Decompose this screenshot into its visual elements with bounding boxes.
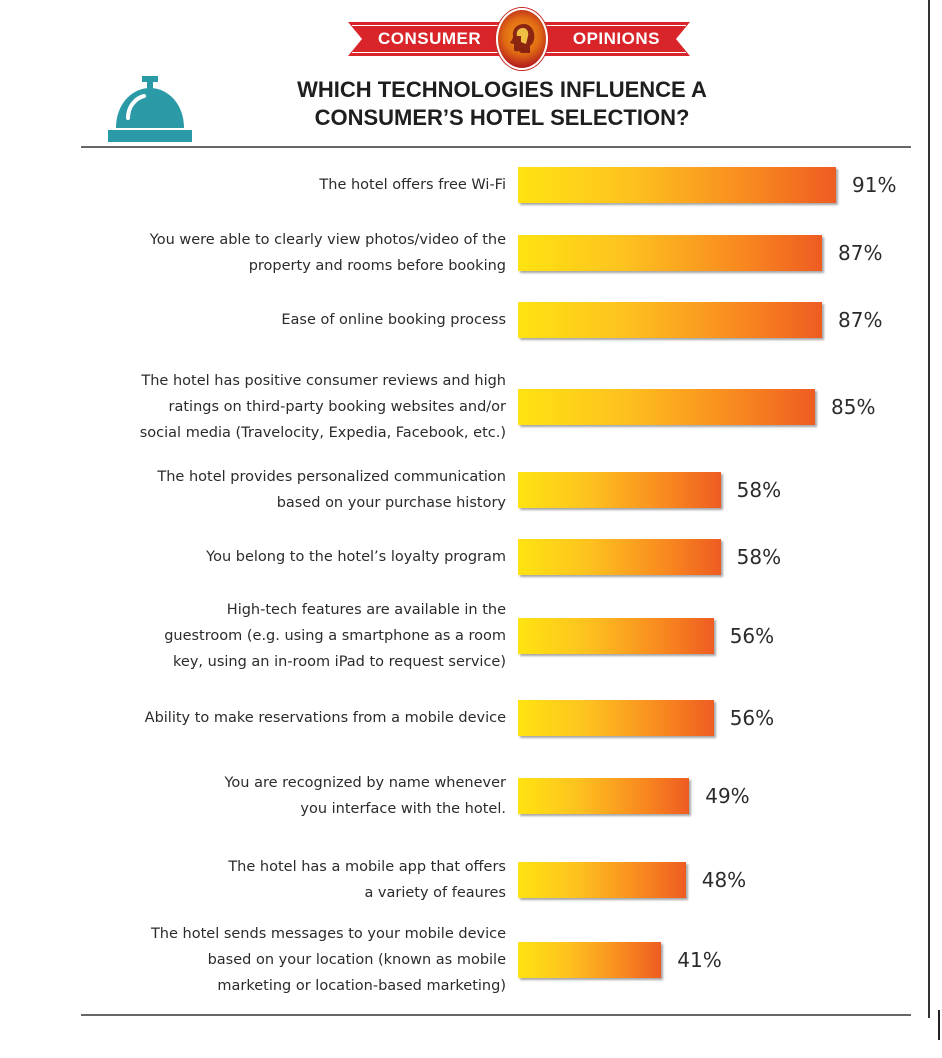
value-label: 87%	[838, 241, 883, 265]
banner-left-ribbon: CONSUMER	[348, 22, 504, 56]
category-label-line: Ease of online booking process	[281, 312, 506, 328]
bar	[518, 700, 714, 736]
bar	[518, 167, 836, 203]
value-label: 48%	[701, 868, 747, 892]
category-label-line: based on your purchase history	[276, 495, 506, 511]
service-bell-icon	[108, 76, 192, 142]
category-label: You belong to the hotel’s loyalty progra…	[206, 544, 506, 570]
category-label-line: Ability to make reservations from a mobi…	[144, 710, 506, 726]
bar	[518, 539, 721, 575]
category-label: The hotel sends messages to your mobile …	[151, 921, 506, 999]
category-label: High-tech features are available in the g…	[164, 597, 506, 675]
corner-tick	[938, 1010, 940, 1040]
category-label-line: marketing or location-based marketing)	[217, 978, 506, 994]
value-label: 41%	[677, 948, 722, 972]
bottom-divider	[81, 1014, 911, 1016]
category-label: You are recognized by name whenever you i…	[224, 770, 506, 822]
category-label: The hotel offers free Wi-Fi	[319, 172, 506, 198]
right-border-rule	[928, 0, 930, 1018]
bar	[518, 862, 686, 898]
chart-title: WHICH TECHNOLOGIES INFLUENCE A CONSUMER’…	[200, 76, 804, 132]
bar	[518, 618, 714, 654]
category-label: Ability to make reservations from a mobi…	[145, 705, 506, 731]
category-label-line: a variety of feaures	[364, 885, 506, 901]
category-label-line: You are recognized by name whenever	[224, 775, 506, 791]
category-label: The hotel has a mobile app that offers a …	[228, 854, 506, 906]
value-label: 58%	[736, 545, 782, 569]
category-label-line: You belong to the hotel’s loyalty progra…	[206, 549, 506, 565]
category-label-line: key, using an in-room iPad to request se…	[173, 654, 506, 670]
category-label-line: property and rooms before booking	[248, 258, 506, 274]
value-label: 56%	[729, 706, 775, 730]
category-label: Ease of online booking process	[281, 307, 506, 333]
value-label: 58%	[736, 478, 782, 502]
category-label-line: social media (Travelocity, Expedia, Face…	[139, 425, 506, 441]
consumer-head-icon	[496, 8, 548, 70]
value-label: 56%	[729, 624, 775, 648]
category-label-line: based on your location (known as mobile	[207, 952, 506, 968]
bar	[518, 942, 662, 978]
category-label: The hotel has positive consumer reviews …	[140, 368, 506, 446]
value-label: 49%	[705, 784, 750, 808]
category-label-line: The hotel has positive consumer reviews …	[141, 373, 506, 389]
bar	[518, 302, 823, 338]
category-label-line: High-tech features are available in the	[226, 602, 506, 618]
category-label: You were able to clearly view photos/vid…	[150, 227, 506, 279]
category-label: The hotel provides personalized communic…	[157, 464, 506, 516]
value-label: 91%	[852, 173, 897, 197]
chart-title-line: WHICH TECHNOLOGIES INFLUENCE A	[297, 77, 707, 102]
category-label-line: The hotel sends messages to your mobile …	[150, 926, 506, 942]
category-label-line: The hotel provides personalized communic…	[157, 469, 506, 485]
category-label-line: you interface with the hotel.	[300, 801, 506, 817]
bar	[518, 235, 823, 271]
category-label-line: The hotel offers free Wi-Fi	[319, 177, 506, 193]
bar	[518, 472, 721, 508]
category-label-line: guestroom (e.g. using a smartphone as a …	[164, 628, 506, 644]
value-label: 85%	[831, 395, 876, 419]
category-label-line: ratings on third-party booking websites …	[168, 399, 506, 415]
bar	[518, 389, 816, 425]
category-label-line: You were able to clearly view photos/vid…	[149, 232, 506, 248]
banner-right-ribbon: OPINIONS	[534, 22, 690, 56]
top-divider	[81, 146, 911, 148]
bar	[518, 778, 690, 814]
category-label-line: The hotel has a mobile app that offers	[228, 859, 506, 875]
chart-title-line: CONSUMER’S HOTEL SELECTION?	[314, 105, 690, 130]
value-label: 87%	[838, 308, 883, 332]
consumer-opinions-banner: CONSUMER OPINIONS	[348, 8, 690, 70]
